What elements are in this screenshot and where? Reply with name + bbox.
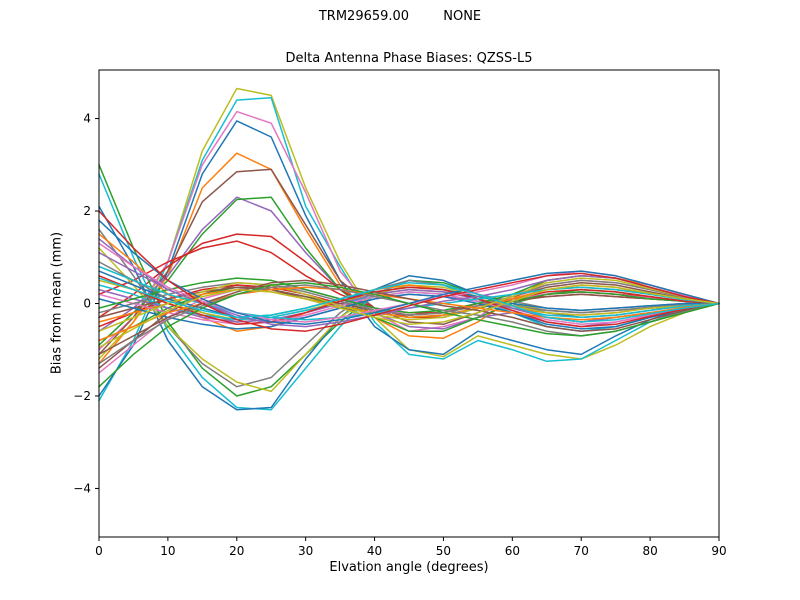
series-line [98, 277, 720, 323]
series-line [98, 284, 720, 349]
y-tick-label: −4 [73, 481, 91, 495]
radome-type-label: NONE [443, 9, 482, 24]
series-line [98, 291, 720, 326]
y-tick-label: 4 [83, 112, 91, 126]
series-line [98, 275, 720, 328]
series-line [98, 279, 720, 316]
x-axis-label: Elvation angle (degrees) [329, 560, 489, 575]
series-line [98, 120, 720, 397]
series-line [98, 240, 720, 314]
y-axis-label: Bias from mean (mm) [49, 231, 65, 375]
figure-title: TRM29659.00 NONE [0, 9, 800, 24]
series-line [98, 96, 720, 402]
x-tick-label: 50 [436, 544, 451, 558]
x-tick-label: 60 [505, 544, 520, 558]
x-tick-label: 30 [298, 544, 313, 558]
x-tick-label: 90 [711, 544, 726, 558]
x-tick-label: 0 [95, 544, 103, 558]
x-tick-label: 80 [642, 544, 657, 558]
series-line [98, 210, 720, 332]
y-tick-label: 0 [83, 297, 91, 311]
x-tick-label: 40 [367, 544, 382, 558]
series-line [98, 293, 720, 330]
series-line [98, 281, 720, 388]
antenna-model-label: TRM29659.00 [318, 9, 410, 24]
axes-title: Delta Antenna Phase Biases: QZSS-L5 [285, 51, 533, 66]
y-tick-label: −2 [73, 389, 91, 403]
y-tick-label: 2 [83, 204, 91, 218]
x-tick-label: 70 [574, 544, 589, 558]
x-tick-label: 10 [160, 544, 175, 558]
x-tick-label: 20 [229, 544, 244, 558]
series-line [98, 277, 720, 332]
